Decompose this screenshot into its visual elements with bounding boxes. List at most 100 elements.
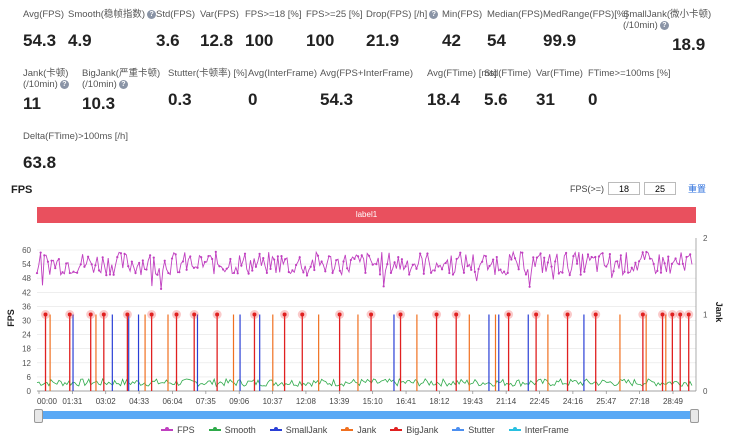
fps-point: [637, 260, 641, 263]
fps-point: [39, 251, 42, 254]
fps-point: [484, 255, 487, 258]
reset-link[interactable]: 重置: [688, 184, 707, 194]
fps-point: [689, 253, 692, 256]
fps-threshold-high-input[interactable]: [644, 182, 677, 195]
stat-fps-ge-18: FPS>=18 [%] 100: [245, 9, 302, 51]
help-icon[interactable]: ?: [659, 20, 669, 30]
legend-swatch: [452, 427, 465, 431]
legend-item[interactable]: SmallJank: [269, 425, 327, 435]
scroller-left-handle[interactable]: [34, 409, 43, 423]
fps-point: [346, 267, 349, 270]
y-right-tick-label: 2: [703, 234, 708, 243]
stat-label: Avg(FPS+InterFrame): [320, 68, 414, 79]
y-tick-label: 30: [22, 317, 31, 326]
fps-point: [619, 254, 622, 257]
stat-avg-interframe: Avg(InterFrame) 0: [248, 68, 317, 110]
legend-item[interactable]: Jank: [341, 425, 376, 435]
stat-avg-fps-interframe: Avg(FPS+InterFrame) 54.3: [320, 68, 413, 110]
fps-point: [65, 262, 68, 265]
fps-point: [35, 271, 39, 275]
fps-point: [116, 256, 119, 259]
stat-value: 4.9: [68, 31, 92, 50]
fps-point: [565, 251, 568, 255]
fps-point: [481, 260, 484, 263]
x-tick-label: 24:16: [563, 397, 584, 406]
fps-point: [189, 255, 192, 258]
fps-point: [433, 269, 436, 272]
fps-point: [579, 273, 582, 276]
fps-point: [601, 252, 604, 255]
stat-label: Avg(InterFrame): [248, 68, 317, 79]
fps-point: [440, 268, 444, 271]
x-tick-label: 25:47: [596, 397, 617, 406]
fps-point: [145, 268, 148, 271]
scroller-right-handle[interactable]: [690, 409, 699, 423]
fps-point: [367, 254, 371, 257]
label-bar[interactable]: label1: [37, 207, 696, 223]
fps-point: [320, 260, 323, 263]
stat-label: Stutter(卡顿率) [%]: [168, 68, 248, 79]
fps-point: [192, 266, 196, 269]
bigjank-marker: [149, 312, 154, 317]
fps-threshold-low-input[interactable]: [608, 182, 641, 195]
stat-label: Var(FTime): [536, 68, 583, 79]
help-icon[interactable]: ?: [429, 9, 439, 19]
fps-point: [174, 253, 177, 256]
bigjank-marker: [174, 312, 179, 317]
stat-std-fps: Std(FPS) 3.6: [156, 9, 195, 51]
fps-point: [572, 255, 575, 258]
fps-point: [269, 267, 272, 271]
fps-point: [448, 271, 451, 275]
legend-item[interactable]: InterFrame: [508, 425, 569, 435]
fps-point: [305, 274, 309, 277]
fps-point: [54, 267, 57, 270]
fps-point: [134, 271, 137, 275]
fps-threshold-label: FPS(>=): [570, 183, 605, 194]
chart-legend: FPS Smooth SmallJank Jank BigJank Stutter Inte…: [0, 425, 730, 435]
fps-point: [645, 250, 648, 254]
bigjank-marker: [215, 312, 220, 317]
bigjank-marker: [640, 312, 645, 317]
stat-smooth: Smooth(稳帧指数)? 4.9: [68, 9, 157, 51]
stat-bigjank: BigJank(严重卡顿) (/10min)? 10.3: [82, 68, 160, 114]
help-icon[interactable]: ?: [147, 9, 157, 19]
fps-point: [652, 262, 655, 266]
fps-threshold-controls: FPS(>=) 重置: [570, 182, 706, 195]
fps-point: [331, 271, 334, 274]
bigjank-marker: [398, 312, 403, 317]
fps-point: [247, 272, 250, 275]
legend-item[interactable]: Smooth: [208, 425, 256, 435]
fps-point: [462, 271, 466, 274]
legend-item[interactable]: BigJank: [390, 425, 438, 435]
legend-item[interactable]: Stutter: [452, 425, 495, 435]
fps-point: [254, 265, 258, 268]
stat-min-fps: Min(FPS) 42: [442, 9, 482, 51]
fps-point: [386, 262, 389, 266]
stat-label: BigJank(严重卡顿) (/10min)?: [82, 68, 161, 90]
y-right-tick-label: 0: [703, 387, 708, 396]
stat-value: 11: [23, 94, 41, 113]
legend-swatch: [390, 427, 403, 431]
legend-label: Jank: [357, 425, 377, 435]
bigjank-marker: [565, 312, 570, 317]
legend-item[interactable]: FPS: [161, 425, 195, 435]
y-tick-label: 60: [22, 246, 31, 255]
fps-point: [218, 265, 221, 268]
stat-value: 18.4: [427, 90, 461, 109]
fps-point: [265, 271, 268, 274]
fps-point: [517, 268, 520, 271]
legend-swatch: [508, 427, 521, 431]
stat-label: Median(FPS): [487, 9, 543, 20]
fps-point: [316, 254, 320, 257]
help-icon[interactable]: ?: [59, 79, 69, 89]
y-axis-label: FPS: [6, 309, 16, 327]
fps-point: [510, 258, 513, 261]
stat-median-fps: Median(FPS) 54: [487, 9, 543, 51]
bigjank-marker: [125, 312, 130, 317]
help-icon[interactable]: ?: [118, 79, 128, 89]
bigjank-marker: [434, 312, 439, 317]
stat-value: 0: [248, 90, 258, 109]
fps-point: [612, 270, 615, 273]
time-range-scroller[interactable]: [34, 409, 699, 423]
stat-value: 99.9: [543, 31, 577, 50]
